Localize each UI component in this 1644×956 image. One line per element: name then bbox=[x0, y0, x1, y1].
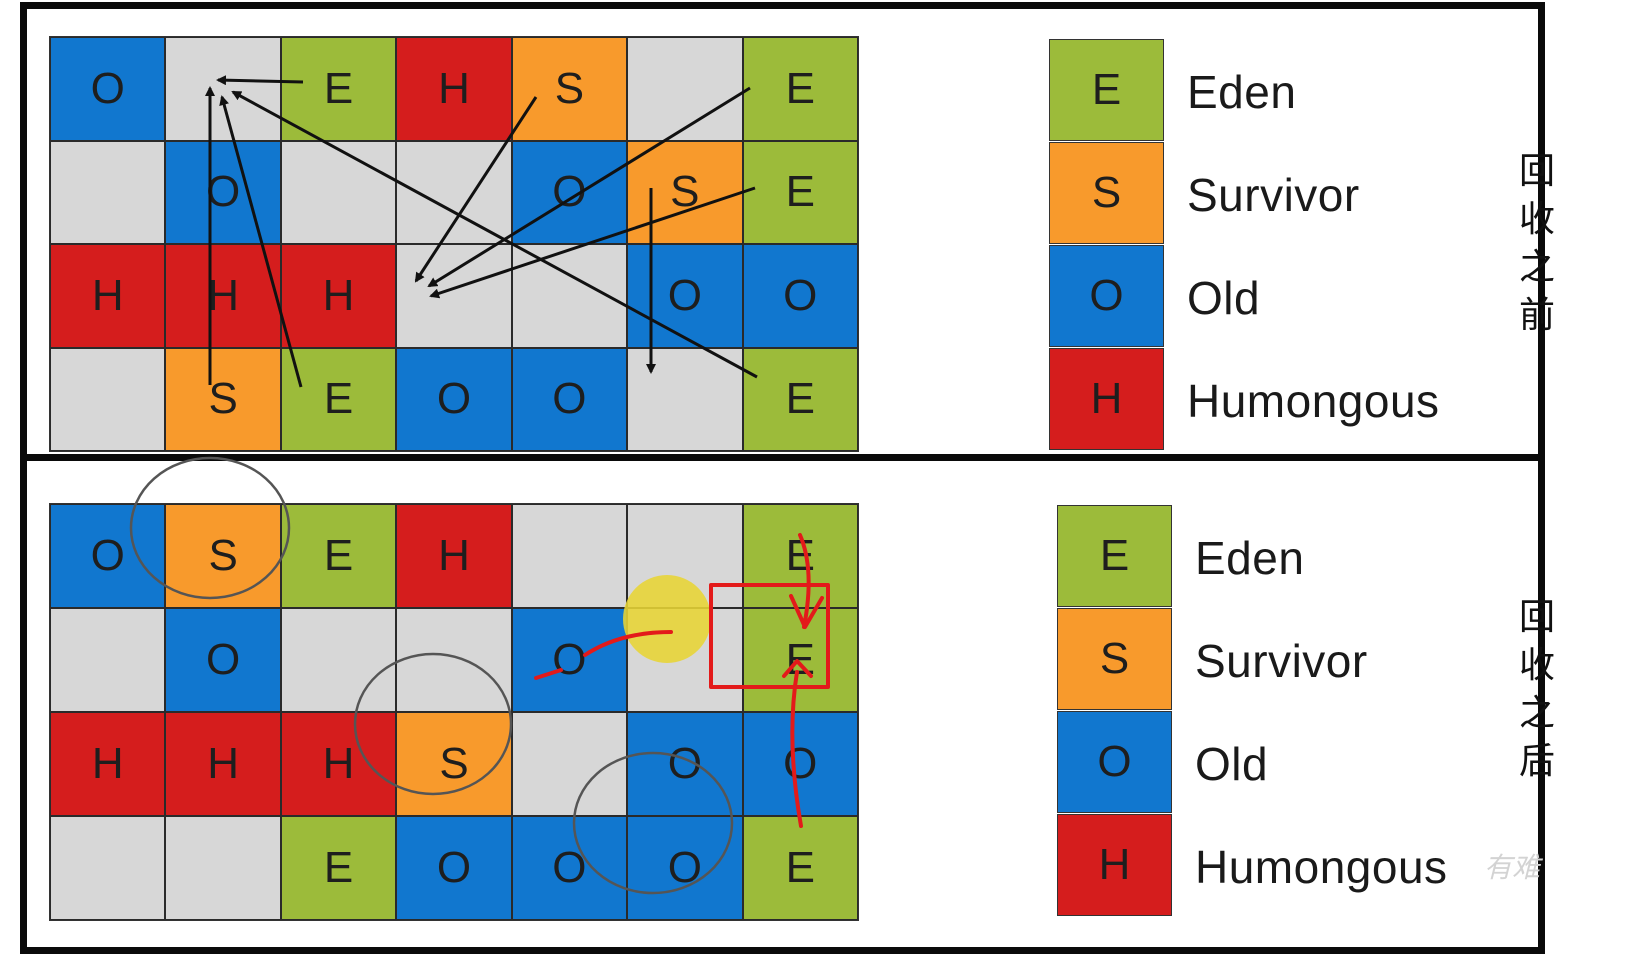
survivor-region-cell: S bbox=[511, 37, 628, 141]
survivor-region-cell: S bbox=[396, 712, 512, 816]
legend-swatch: S bbox=[1057, 608, 1172, 710]
free-region-cell bbox=[165, 37, 281, 141]
old-region-cell: O bbox=[511, 816, 628, 920]
watermark: 有难 bbox=[1484, 852, 1541, 883]
old-region-cell: O bbox=[511, 140, 628, 244]
free-region-cell bbox=[511, 712, 628, 816]
eden-region-cell: E bbox=[280, 37, 397, 141]
free-region-cell bbox=[511, 244, 628, 348]
legend-label: Eden bbox=[1195, 532, 1305, 584]
humongous-region-cell: H bbox=[165, 712, 281, 816]
free-region-cell bbox=[627, 504, 743, 608]
old-region-cell: O bbox=[396, 816, 512, 920]
old-region-cell: O bbox=[511, 608, 628, 712]
survivor-region-cell: S bbox=[165, 347, 281, 451]
legend-swatch: H bbox=[1057, 814, 1172, 916]
humongous-region-cell: H bbox=[396, 37, 512, 141]
free-region-cell bbox=[50, 816, 166, 920]
humongous-region-cell: H bbox=[280, 244, 397, 348]
free-region-cell bbox=[511, 504, 628, 608]
legend-label: Survivor bbox=[1187, 169, 1360, 221]
before-collection-label: 回收之前 bbox=[1518, 151, 1555, 336]
legend-label: Old bbox=[1187, 272, 1261, 324]
old-region-cell: O bbox=[396, 347, 512, 451]
free-region-cell bbox=[627, 608, 743, 712]
legend-swatch: E bbox=[1049, 39, 1164, 141]
free-region-cell bbox=[627, 347, 743, 451]
eden-region-cell: E bbox=[742, 347, 858, 451]
eden-region-cell: E bbox=[742, 816, 858, 920]
free-region-cell bbox=[50, 608, 166, 712]
legend-swatch: H bbox=[1049, 348, 1164, 450]
eden-region-cell: E bbox=[742, 140, 858, 244]
humongous-region-cell: H bbox=[396, 504, 512, 608]
eden-region-cell: E bbox=[280, 816, 397, 920]
old-region-cell: O bbox=[511, 347, 628, 451]
eden-region-cell: E bbox=[280, 347, 397, 451]
survivor-region-cell: S bbox=[627, 140, 743, 244]
free-region-cell bbox=[50, 347, 166, 451]
after-collection-label: 回收之后 bbox=[1518, 597, 1555, 782]
legend-label: Eden bbox=[1187, 66, 1297, 118]
eden-region-cell: E bbox=[742, 37, 858, 141]
legend-swatch: E bbox=[1057, 505, 1172, 607]
old-region-cell: O bbox=[627, 712, 743, 816]
survivor-region-cell: S bbox=[165, 504, 281, 608]
legend-label: Survivor bbox=[1195, 635, 1368, 687]
eden-region-cell: E bbox=[742, 504, 858, 608]
legend-swatch: O bbox=[1049, 245, 1164, 347]
eden-region-cell: E bbox=[742, 608, 858, 712]
free-region-cell bbox=[50, 140, 166, 244]
eden-region-cell: E bbox=[280, 504, 397, 608]
old-region-cell: O bbox=[742, 712, 858, 816]
old-region-cell: O bbox=[50, 504, 166, 608]
old-region-cell: O bbox=[742, 244, 858, 348]
free-region-cell bbox=[627, 37, 743, 141]
free-region-cell bbox=[165, 816, 281, 920]
legend-swatch: O bbox=[1057, 711, 1172, 813]
humongous-region-cell: H bbox=[50, 712, 166, 816]
humongous-region-cell: H bbox=[165, 244, 281, 348]
old-region-cell: O bbox=[627, 816, 743, 920]
old-region-cell: O bbox=[50, 37, 166, 141]
legend-label: Old bbox=[1195, 738, 1269, 790]
humongous-region-cell: H bbox=[280, 712, 397, 816]
humongous-region-cell: H bbox=[50, 244, 166, 348]
old-region-cell: O bbox=[165, 140, 281, 244]
free-region-cell bbox=[280, 140, 397, 244]
free-region-cell bbox=[396, 140, 512, 244]
legend-swatch: S bbox=[1049, 142, 1164, 244]
free-region-cell bbox=[396, 244, 512, 348]
legend-label: Humongous bbox=[1195, 841, 1448, 893]
old-region-cell: O bbox=[165, 608, 281, 712]
legend-label: Humongous bbox=[1187, 375, 1440, 427]
old-region-cell: O bbox=[627, 244, 743, 348]
free-region-cell bbox=[396, 608, 512, 712]
free-region-cell bbox=[280, 608, 397, 712]
